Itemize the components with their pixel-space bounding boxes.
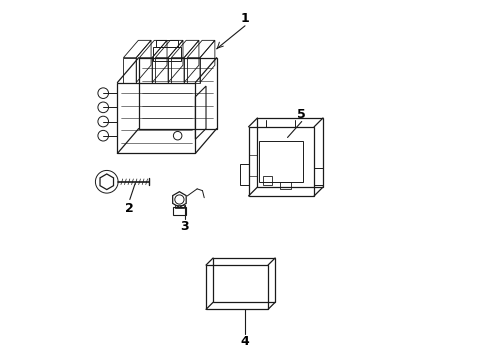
Text: 4: 4: [241, 335, 249, 348]
Bar: [153, 47, 181, 61]
Bar: [156, 40, 178, 47]
Text: 2: 2: [125, 202, 134, 215]
Bar: [187, 58, 200, 82]
Text: 3: 3: [180, 220, 189, 233]
Bar: [173, 207, 186, 215]
Bar: [155, 58, 168, 82]
Bar: [172, 58, 184, 82]
Text: 1: 1: [241, 12, 249, 25]
Bar: [280, 182, 291, 189]
Bar: [259, 141, 303, 182]
Bar: [139, 58, 152, 82]
Text: 5: 5: [297, 108, 306, 121]
Bar: [175, 205, 184, 208]
Bar: [263, 176, 271, 185]
Bar: [123, 58, 136, 82]
